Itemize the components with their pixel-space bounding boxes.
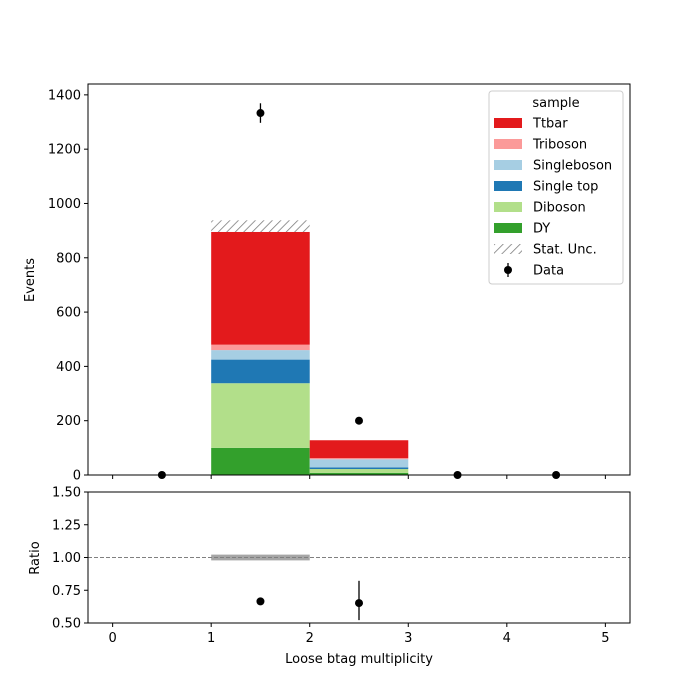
legend-swatch-ttbar [494, 118, 522, 128]
legend-label: Triboson [532, 138, 587, 153]
main-y-axis-label: Events [23, 258, 38, 302]
legend-items: Ttbar Triboson Singleboson Single top Diboso… [494, 117, 612, 279]
x-axis-label: Loose btag multiplicity [285, 652, 433, 667]
stat-unc-band [211, 220, 310, 232]
legend-label: Single top [533, 180, 598, 195]
bar-ttbar-bin-1 [211, 231, 310, 345]
bar-ttbar-bin-2 [309, 440, 409, 459]
legend-label: Singleboson [533, 159, 612, 174]
main-ytick-label: 200 [56, 414, 81, 429]
bar-diboson-bin-2 [309, 469, 409, 473]
legend-label: Stat. Unc. [533, 243, 597, 258]
bar-dy-bin-1 [211, 447, 310, 475]
main-ytick-label: 400 [56, 360, 81, 375]
xtick-label: 5 [601, 631, 609, 646]
bar-dy-bin-2 [309, 472, 409, 475]
legend-swatch-dy [494, 223, 522, 233]
bar-singleboson-bin-1 [211, 350, 310, 360]
xtick-label: 1 [207, 631, 215, 646]
main-axes-frame [87, 83, 631, 476]
main-ytick-label: 1000 [48, 197, 81, 212]
ratio-point-1 [355, 599, 363, 608]
bar-diboson-bin-1 [211, 383, 310, 448]
legend-marker-data [504, 266, 512, 274]
ratio-point-0 [256, 597, 265, 606]
bar-singleboson-bin-2 [309, 459, 409, 468]
bar-single-top-bin-1 [211, 359, 310, 384]
main-y-ticks: 0 200 400 600 800 1000 1200 1400 [48, 88, 88, 484]
data-points [157, 103, 561, 479]
legend-swatch-triboson [494, 139, 522, 149]
data-point-1 [256, 109, 265, 118]
ratio-ytick-label: 1.25 [52, 518, 81, 533]
ratio-ytick-label: 1.50 [52, 486, 81, 501]
ratio-points [256, 580, 363, 621]
ratio-y-axis-label: Ratio [28, 541, 43, 574]
stat-unc-bin-1 [211, 220, 310, 232]
xtick-label: 3 [404, 631, 412, 646]
legend-swatch-single-top [494, 181, 522, 191]
legend-label: DY [533, 222, 550, 237]
main-ytick-label: 1200 [48, 143, 81, 158]
data-point-2 [355, 416, 363, 425]
legend-swatch-stat-unc [494, 244, 522, 254]
ratio-panel: 0.50 0.75 1.00 1.25 1.50 0 1 2 3 4 5 Ratio Loose … [28, 486, 631, 667]
stacked-bars [211, 231, 409, 475]
legend-label: Diboson [533, 201, 586, 216]
ratio-y-ticks: 0.50 0.75 1.00 1.25 1.50 [52, 486, 88, 632]
bar-triboson-bin-2 [309, 458, 409, 460]
ratio-x-ticks: 0 1 2 3 4 5 [108, 623, 610, 646]
ratio-ytick-label: 1.00 [52, 551, 81, 566]
main-ytick-label: 600 [56, 306, 81, 321]
xtick-label: 2 [306, 631, 314, 646]
legend-title: sample [532, 96, 579, 111]
legend-swatch-diboson [494, 202, 522, 212]
legend: sample Ttbar Triboson Singleboson Single to… [488, 90, 624, 285]
main-x-ticks [112, 475, 606, 479]
main-panel: 0 200 400 600 800 1000 1200 1400 Events sample … [23, 83, 631, 484]
legend-swatch-singleboson [494, 160, 522, 170]
main-ytick-label: 800 [56, 251, 81, 266]
ratio-ytick-label: 0.75 [52, 584, 81, 599]
bar-triboson-bin-1 [211, 344, 310, 351]
legend-frame [488, 90, 624, 285]
ratio-unc-band [211, 554, 310, 561]
ratio-unc-rect [211, 554, 310, 561]
legend-label: Ttbar [532, 117, 568, 132]
xtick-label: 0 [108, 631, 116, 646]
bar-single-top-bin-2 [309, 467, 409, 470]
xtick-label: 4 [503, 631, 511, 646]
ratio-ytick-label: 0.50 [52, 617, 81, 632]
main-ytick-label: 1400 [48, 88, 81, 103]
main-ytick-label: 0 [73, 469, 81, 484]
legend-label: Data [533, 264, 564, 279]
